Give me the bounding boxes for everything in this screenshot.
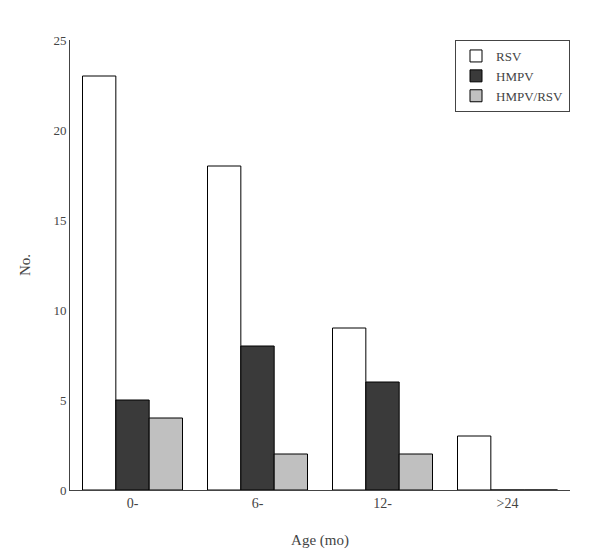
svg-text:HMPV/RSV: HMPV/RSV	[496, 89, 563, 104]
svg-text:5: 5	[60, 393, 67, 408]
svg-text:0-: 0-	[127, 496, 139, 511]
svg-text:12-: 12-	[373, 496, 392, 511]
svg-text:0: 0	[60, 483, 67, 498]
svg-text:Age (mo): Age (mo)	[291, 532, 349, 549]
svg-text:RSV: RSV	[496, 49, 522, 64]
svg-text:No.: No.	[17, 254, 33, 276]
svg-text:20: 20	[53, 123, 66, 138]
svg-text:>24: >24	[497, 496, 519, 511]
svg-text:15: 15	[53, 213, 66, 228]
svg-text:HMPV: HMPV	[496, 69, 534, 84]
svg-text:25: 25	[53, 33, 66, 48]
svg-text:6-: 6-	[252, 496, 264, 511]
svg-text:10: 10	[53, 303, 66, 318]
